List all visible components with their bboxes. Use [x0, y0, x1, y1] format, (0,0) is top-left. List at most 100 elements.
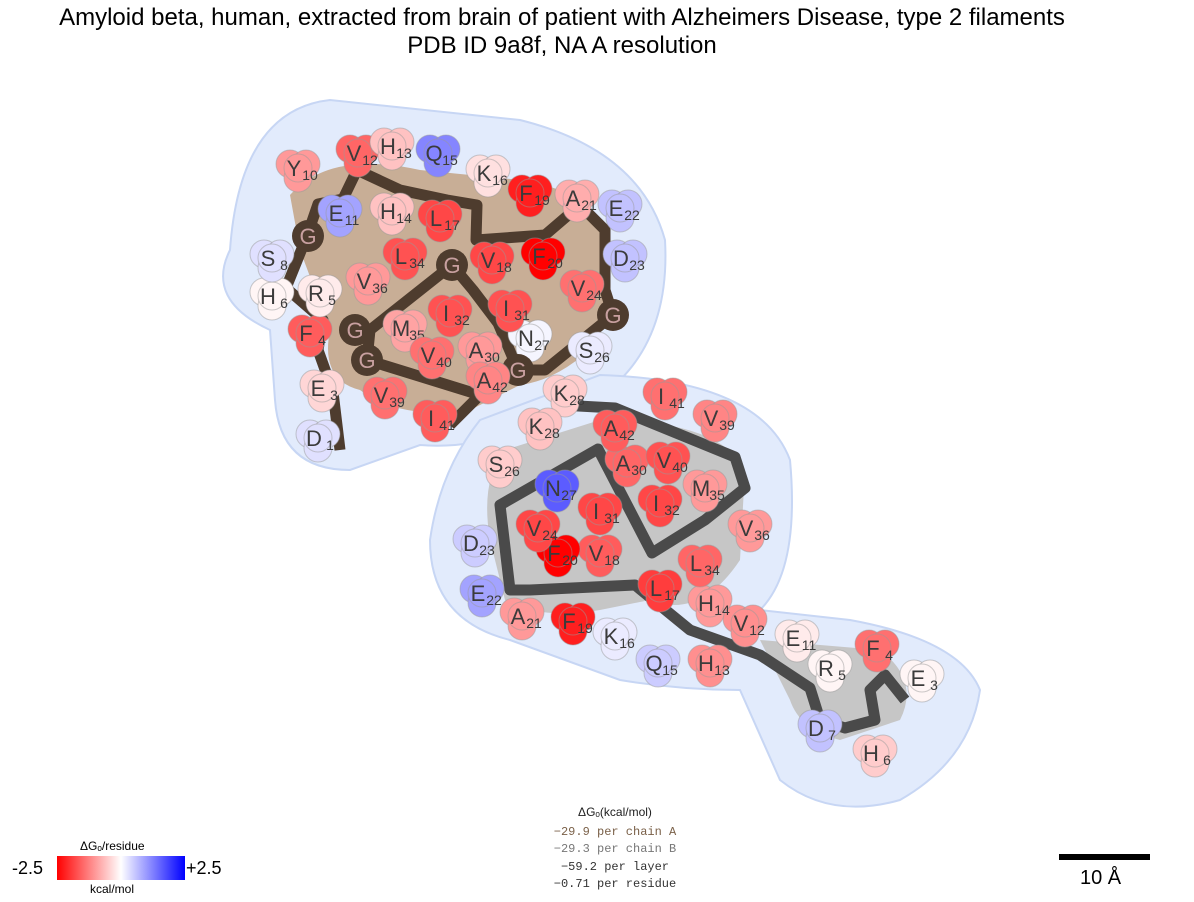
residue-number: 1: [326, 437, 334, 453]
glycine-letter: G: [509, 358, 526, 383]
residue-letter: Y: [287, 156, 302, 181]
residue-number: 10: [302, 167, 318, 183]
glycine-letter: G: [443, 253, 460, 278]
residue-b-42: A 42: [592, 409, 638, 453]
residue-b-15: Q 15: [635, 644, 681, 688]
residue-number: 34: [704, 562, 720, 578]
residue-letter: H: [698, 651, 714, 676]
residue-number: 30: [484, 349, 500, 365]
residue-a-34: L 34: [382, 237, 428, 281]
residue-letter: E: [786, 626, 801, 651]
residue-number: 8: [280, 257, 288, 273]
residue-number: 31: [604, 510, 620, 526]
legend-max-label: +2.5: [186, 858, 222, 878]
residue-number: 42: [492, 379, 508, 395]
residue-letter: V: [481, 248, 496, 273]
residue-number: 27: [534, 337, 550, 353]
residue-a-15: Q 15: [415, 134, 461, 178]
residue-letter: Q: [425, 141, 442, 166]
residue-letter: I: [503, 296, 509, 321]
residue-letter: F: [562, 609, 575, 634]
residue-letter: L: [650, 576, 662, 601]
residue-a-26: S 26: [567, 331, 613, 375]
residue-letter: S: [579, 338, 594, 363]
residue-letter: S: [261, 246, 276, 271]
residue-number: 17: [444, 217, 460, 233]
residue-letter: F: [519, 181, 532, 206]
residue-letter: F: [299, 321, 312, 346]
residue-letter: N: [518, 326, 534, 351]
residue-number: 42: [619, 427, 635, 443]
residue-number: 15: [442, 152, 458, 168]
residue-number: 17: [664, 587, 680, 603]
residue-b-18: V 18: [577, 534, 623, 578]
residue-a-11: E 11: [317, 194, 363, 238]
residue-number: 20: [562, 552, 578, 568]
residue-number: 35: [709, 487, 725, 503]
residue-number: 4: [885, 647, 893, 663]
residue-letter: A: [511, 604, 526, 629]
residue-letter: H: [380, 134, 396, 159]
residue-a-23: D 23: [602, 239, 648, 283]
residue-number: 20: [547, 255, 563, 271]
residue-a-17: L 17: [417, 199, 463, 243]
residue-number: 26: [504, 463, 520, 479]
glycine-a-25: G: [597, 299, 629, 331]
scale-bar-label: 10 Å: [1080, 867, 1122, 889]
residue-a-14: H 14: [369, 192, 415, 236]
residue-letter: Q: [645, 651, 662, 676]
residue-letter: N: [545, 476, 561, 501]
glycine-a-37: G: [339, 314, 371, 346]
residue-number: 16: [492, 172, 508, 188]
residue-letter: R: [818, 656, 834, 681]
residue-letter: L: [690, 551, 702, 576]
residue-number: 7: [828, 727, 836, 743]
residue-letter: S: [489, 452, 504, 477]
residue-a-28: K 28: [542, 374, 588, 418]
residue-letter: A: [469, 338, 484, 363]
residue-number: 21: [581, 197, 597, 213]
residue-number: 40: [436, 354, 452, 370]
residue-b-36: V 36: [727, 509, 773, 553]
residue-number: 23: [629, 257, 645, 273]
residue-letter: V: [657, 448, 672, 473]
residue-number: 13: [714, 662, 730, 678]
residue-number: 22: [624, 207, 640, 223]
scale-bar: [1059, 854, 1150, 860]
residue-number: 41: [439, 417, 455, 433]
legend-min-label: -2.5: [12, 858, 44, 878]
residue-number: 13: [396, 145, 412, 161]
residue-number: 3: [930, 677, 938, 693]
residue-letter: F: [866, 636, 879, 661]
residue-letter: V: [734, 611, 749, 636]
residue-letter: I: [443, 301, 449, 326]
residue-b-21: A 21: [499, 597, 545, 641]
residue-number: 5: [838, 667, 846, 683]
chain-b-backbone: [494, 399, 910, 734]
residue-number: 26: [594, 349, 610, 365]
energy-per-residue: −0.71 per residue: [553, 877, 677, 891]
residue-b-12: V 12: [722, 604, 768, 648]
residue-number: 19: [577, 620, 593, 636]
residue-number: 24: [586, 287, 602, 303]
residue-number: 19: [534, 192, 550, 208]
residue-number: 39: [719, 417, 735, 433]
residue-letter: I: [658, 384, 664, 409]
residue-letter: E: [311, 376, 326, 401]
residue-number: 27: [561, 487, 577, 503]
residue-number: 24: [542, 527, 558, 543]
residue-letter: H: [380, 199, 396, 224]
residue-a-32: I 32: [427, 294, 473, 338]
energy-per-layer: −59.2 per layer: [560, 860, 670, 874]
residue-b-26: S 26: [477, 445, 523, 489]
residue-b-30: A 30: [604, 444, 650, 488]
residue-letter: D: [613, 246, 629, 271]
residue-number: 34: [409, 255, 425, 271]
